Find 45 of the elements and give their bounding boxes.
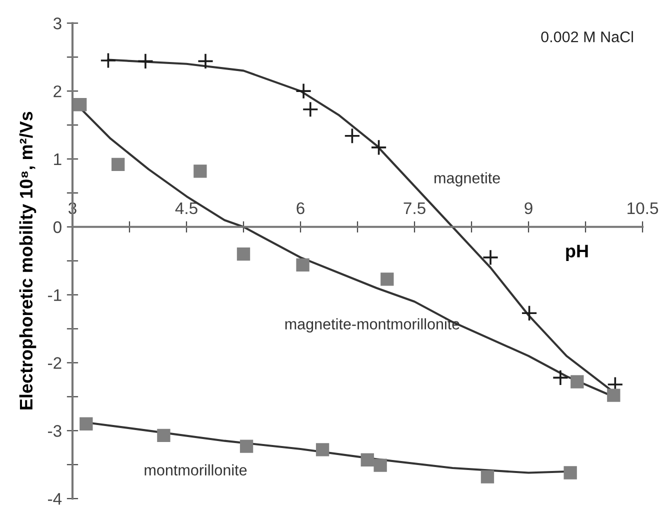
point bbox=[316, 443, 330, 456]
point bbox=[296, 258, 310, 272]
point bbox=[194, 164, 207, 178]
point bbox=[344, 128, 360, 144]
y-axis-title: Electrophoretic mobility 10⁸, m²/Vs bbox=[19, 112, 36, 410]
x-tick-label: 4.5 bbox=[175, 202, 198, 214]
series-label: magnetite-montmorillonite bbox=[285, 318, 460, 332]
point bbox=[157, 428, 170, 442]
point bbox=[112, 158, 125, 171]
x-tick-label: 10.5 bbox=[628, 202, 658, 214]
point bbox=[80, 417, 93, 430]
x-tick-label: 6 bbox=[296, 202, 304, 214]
point bbox=[564, 466, 577, 480]
point bbox=[236, 247, 250, 261]
point bbox=[380, 272, 394, 286]
y-tick-label: 3 bbox=[53, 18, 62, 30]
point bbox=[295, 82, 312, 100]
point bbox=[607, 388, 620, 402]
point bbox=[74, 98, 87, 112]
y-tick-label: -1 bbox=[48, 289, 62, 301]
y-tick-label: -4 bbox=[48, 493, 62, 505]
point bbox=[374, 458, 387, 472]
point bbox=[197, 52, 214, 70]
point bbox=[360, 453, 374, 466]
annotation: 0.002 M NaCl bbox=[541, 31, 633, 42]
point bbox=[480, 470, 494, 484]
point bbox=[137, 52, 154, 70]
x-tick-label: 9 bbox=[524, 202, 532, 214]
point bbox=[100, 52, 116, 69]
x-axis-title: pH bbox=[566, 244, 588, 262]
x-tick-label: 7.5 bbox=[404, 202, 426, 214]
point bbox=[482, 249, 499, 266]
y-tick-label: -3 bbox=[48, 425, 62, 437]
series-label: montmorillonite bbox=[144, 464, 247, 476]
series-label: magnetite bbox=[434, 172, 500, 186]
y-tick-label: 0 bbox=[53, 221, 62, 234]
point bbox=[552, 369, 569, 386]
point bbox=[370, 139, 387, 156]
point bbox=[521, 304, 538, 322]
point bbox=[570, 375, 584, 388]
y-tick-label: 2 bbox=[54, 85, 62, 98]
y-tick-label: -2 bbox=[48, 357, 62, 369]
y-tick-label: 1 bbox=[54, 154, 62, 166]
point bbox=[240, 440, 254, 453]
point bbox=[302, 101, 319, 118]
